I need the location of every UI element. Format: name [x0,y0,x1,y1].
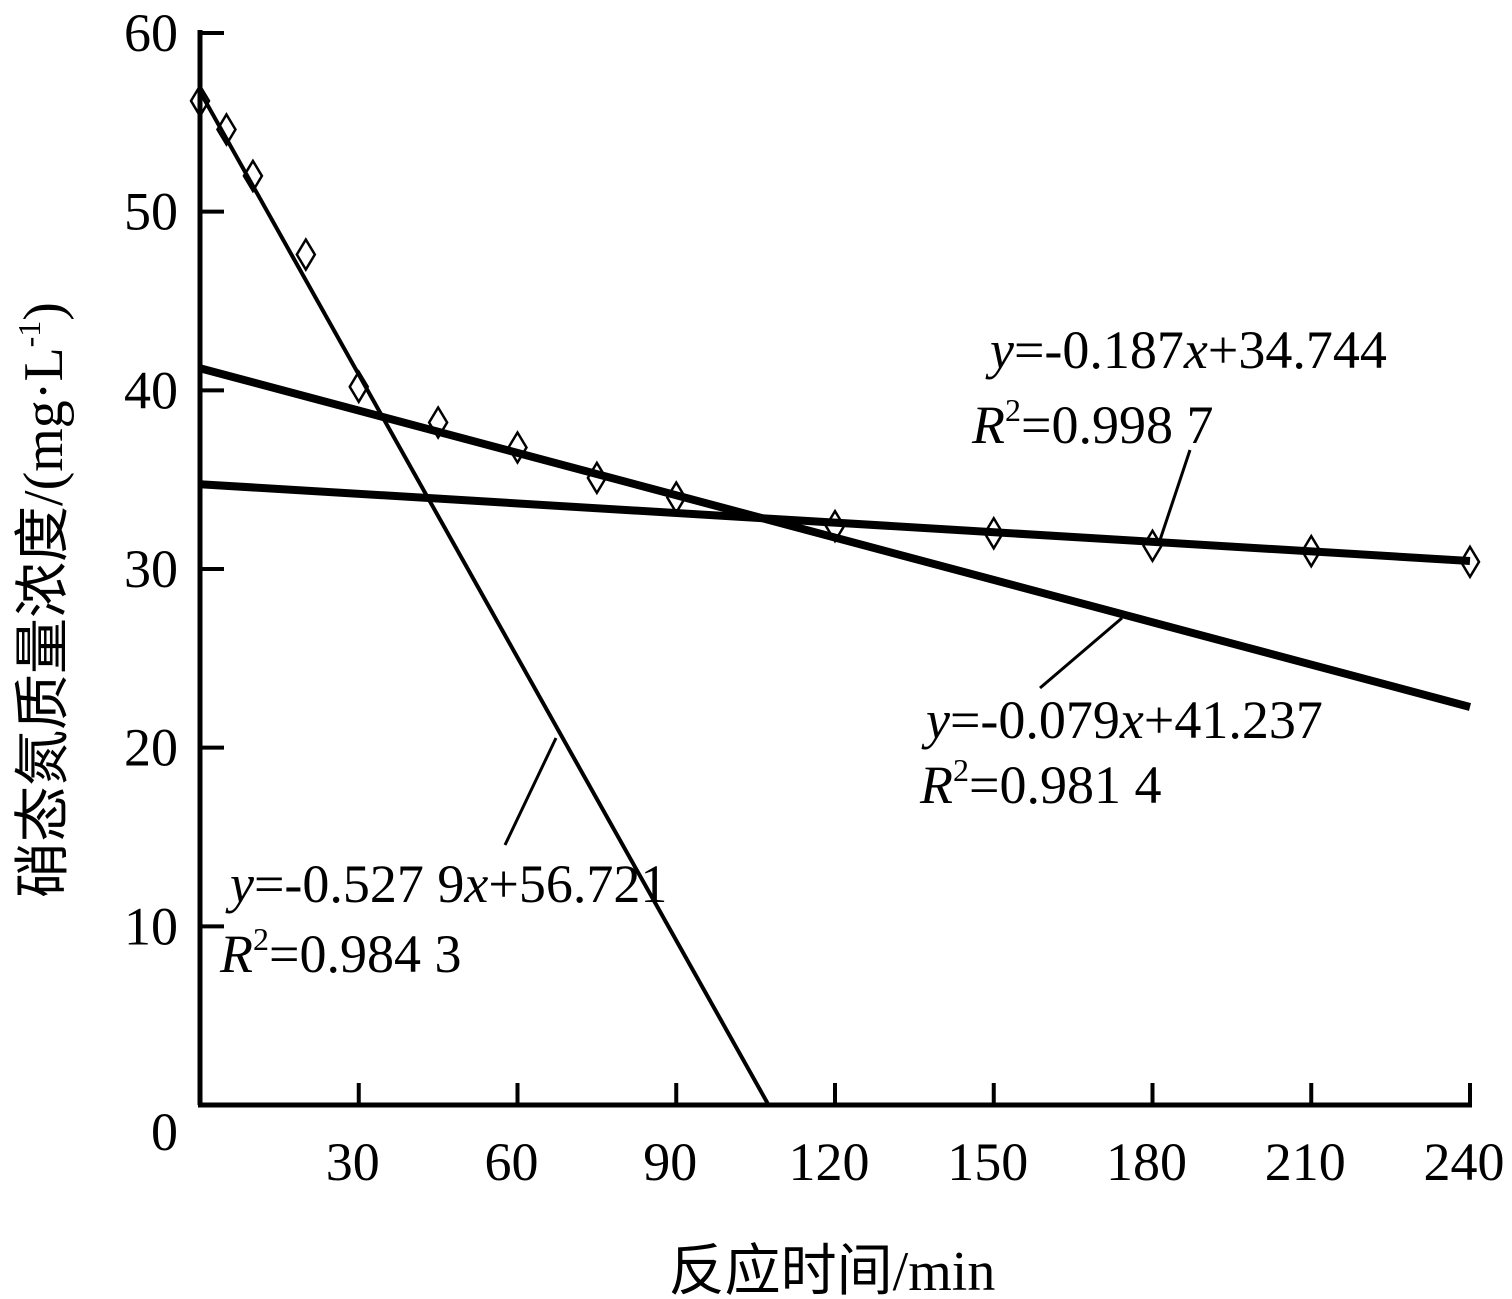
x-tick-label: 240 [1424,1132,1505,1192]
data-point [348,369,370,405]
fit-1-r2: R2=0.984 3 [219,921,461,984]
data-point [824,508,846,544]
data-point [242,158,264,194]
x-tick-label: 180 [1106,1132,1187,1192]
data-point [665,480,687,515]
fit-stage-3-line [199,480,1471,565]
x-tick-label: 90 [643,1132,697,1192]
x-tick-label: 210 [1265,1132,1346,1192]
x-tick-label: 120 [789,1132,870,1192]
leader-line-fit-2 [1039,616,1123,690]
y-tick-label: 30 [124,539,178,599]
x-tick-label: 30 [326,1132,380,1192]
fit-stage-2-line [198,364,1472,711]
y-tick-label: 10 [124,896,178,956]
fit-stage-1-line [198,90,771,1106]
fit-1-equation: y=-0.527 9x+56.721 [225,854,667,914]
y-tick-label: 50 [124,182,178,242]
data-point [507,430,528,465]
fit-2-equation: y=-0.079x+41.237 [921,690,1323,750]
fit-3-r2: R2=0.998 7 [971,392,1213,455]
y-tick-label: 60 [124,3,178,63]
x-tick-label: 60 [485,1132,539,1192]
leader-line-fit-3 [1158,449,1192,541]
x-tick-label: 150 [947,1132,1028,1192]
data-point [1142,528,1163,564]
x-axis-label: 反应时间/min [669,1241,996,1299]
data-point [427,405,449,440]
data-point [1459,544,1481,580]
y-tick-label: 0 [151,1102,178,1162]
y-tick-label: 20 [124,718,178,778]
leader-line-fit-1 [503,737,558,846]
data-point [1300,533,1322,569]
data-point [216,112,237,147]
fit-3-equation: y=-0.187x+34.744 [985,320,1387,380]
data-point [983,515,1005,551]
fit-2-r2: R2=0.981 4 [919,752,1161,815]
data-point [295,237,317,272]
y-tick-label: 40 [124,360,178,420]
data-point [586,460,608,496]
y-axis-label: 硝态氮质量浓度/(mg·L-1) [11,302,75,898]
